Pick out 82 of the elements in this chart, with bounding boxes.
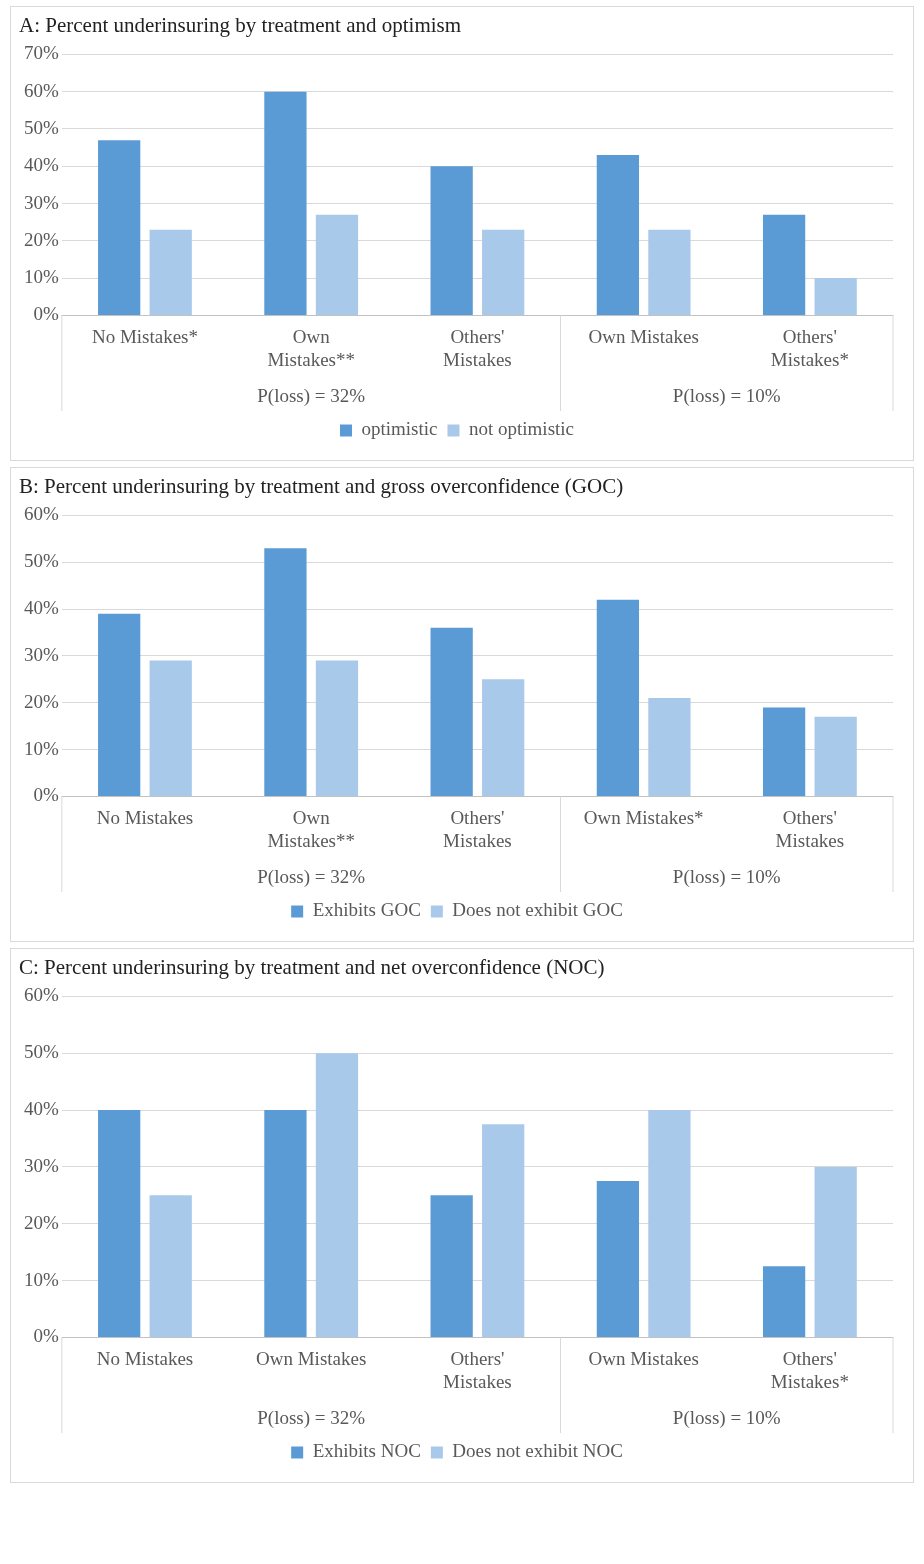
x-tick-label: No Mistakes* (91, 325, 198, 347)
bar (596, 155, 640, 315)
text: P(loss) = 10% (672, 866, 781, 889)
bar (596, 1181, 640, 1337)
bar (98, 1110, 141, 1337)
bar (482, 1124, 525, 1337)
bar (814, 716, 857, 796)
bar (648, 1110, 691, 1337)
bar (98, 140, 141, 315)
x-tick-label: Own Mistakes** (267, 325, 355, 370)
bar (264, 548, 307, 796)
bar (762, 1266, 806, 1337)
y-tick-label: 30% (24, 643, 59, 665)
y-tick-label: 40% (24, 154, 59, 176)
x-tick-label: Own Mistakes** (267, 806, 355, 851)
text: P(loss) = 10% (672, 385, 781, 408)
x-tick-label: Others' Mistakes (443, 325, 512, 370)
bar (430, 627, 473, 796)
chart-title: C: Percent underinsuring by treatment and net overconfidence (NOC) (18, 954, 606, 981)
chart-title: B: Percent underinsuring by treatment and gross overconfidence (GOC) (18, 473, 625, 500)
legend-label: Does not exhibit NOC (452, 1440, 623, 1462)
x-tick-label: Others' Mistakes* (770, 1347, 849, 1392)
y-tick-label: 50% (24, 550, 59, 572)
bar (98, 613, 141, 796)
bar (648, 698, 691, 796)
bar (149, 660, 192, 796)
x-tick-label: Own Mistakes (588, 325, 699, 347)
bar (264, 1110, 307, 1337)
y-tick-label: 70% (24, 42, 59, 64)
bar (149, 1195, 192, 1337)
y-tick-label: 10% (24, 266, 59, 288)
x-tick-label: No Mistakes (96, 806, 194, 828)
bar (430, 1195, 473, 1337)
bar (762, 707, 806, 796)
bar (596, 599, 640, 796)
bar (814, 278, 857, 315)
y-tick-label: 50% (24, 116, 59, 138)
bar (315, 214, 359, 315)
y-tick-label: 10% (24, 737, 59, 759)
x-tick-label: Others' Mistakes (443, 806, 512, 851)
bar (315, 660, 359, 796)
x-tick-label: Own Mistakes (256, 1347, 367, 1369)
y-tick-label: 30% (24, 191, 59, 213)
legend-label: Exhibits NOC (312, 1440, 421, 1462)
x-tick-label: Own Mistakes* (583, 806, 704, 828)
x-tick-label: Others' Mistakes (443, 1347, 512, 1392)
x-tick-label: No Mistakes (96, 1347, 194, 1369)
bar (814, 1166, 857, 1337)
bar (315, 1053, 359, 1337)
y-tick-label: 0% (33, 303, 59, 325)
y-tick-label: 40% (24, 1098, 59, 1120)
legend-label: optimistic (361, 418, 438, 440)
bar (762, 214, 806, 315)
y-tick-label: 0% (33, 1325, 59, 1347)
y-tick-label: 20% (24, 690, 59, 712)
chart-title: A: Percent underinsuring by treatment and optimism (18, 12, 463, 39)
text: P(loss) = 32% (257, 385, 366, 408)
legend-label: Exhibits GOC (312, 899, 421, 921)
x-tick-label: Others' Mistakes (775, 806, 845, 851)
bar (430, 166, 473, 315)
text: P(loss) = 32% (257, 1407, 366, 1430)
x-tick-label: Others' Mistakes* (770, 325, 849, 370)
text: P(loss) = 32% (257, 866, 366, 889)
y-tick-label: 20% (24, 228, 59, 250)
bar (149, 229, 192, 315)
y-tick-label: 60% (24, 79, 59, 101)
bar (648, 229, 691, 315)
y-tick-label: 50% (24, 1041, 59, 1063)
bar (482, 679, 525, 796)
y-tick-label: 40% (24, 597, 59, 619)
y-tick-label: 0% (33, 784, 59, 806)
y-tick-label: 60% (24, 984, 59, 1006)
y-tick-label: 20% (24, 1211, 59, 1233)
y-tick-label: 30% (24, 1154, 59, 1176)
legend-label: not optimistic (468, 418, 575, 440)
y-tick-label: 60% (24, 503, 59, 525)
text: P(loss) = 10% (672, 1407, 781, 1430)
bar (264, 91, 307, 315)
bar (482, 229, 525, 315)
legend-label: Does not exhibit GOC (452, 899, 623, 921)
y-tick-label: 10% (24, 1268, 59, 1290)
x-tick-label: Own Mistakes (588, 1347, 699, 1369)
